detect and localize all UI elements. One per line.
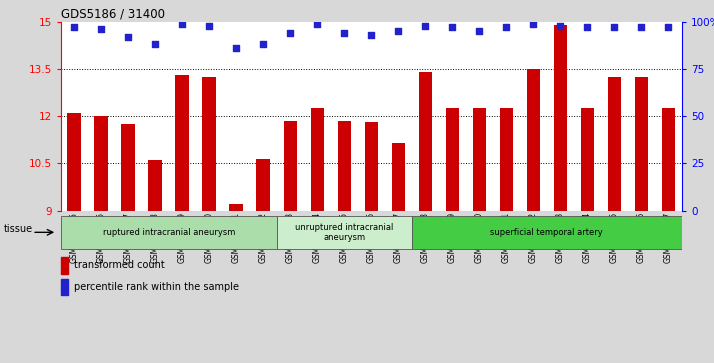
Bar xyxy=(580,108,594,211)
Bar xyxy=(67,113,81,211)
Bar xyxy=(338,121,351,211)
Bar xyxy=(608,77,621,211)
Bar xyxy=(277,216,412,249)
Point xyxy=(149,41,161,47)
Bar xyxy=(500,108,513,211)
Point xyxy=(635,25,647,30)
Bar xyxy=(418,72,432,211)
Text: GDS5186 / 31400: GDS5186 / 31400 xyxy=(61,8,165,21)
Bar xyxy=(61,216,277,249)
Bar xyxy=(283,121,297,211)
Bar xyxy=(256,159,270,211)
Point xyxy=(366,32,377,38)
Bar xyxy=(121,124,135,211)
Point xyxy=(176,21,188,26)
Point xyxy=(420,23,431,28)
Bar xyxy=(391,143,405,211)
Bar xyxy=(635,77,648,211)
Point xyxy=(258,41,269,47)
Point xyxy=(393,28,404,34)
Bar xyxy=(229,204,243,211)
Point xyxy=(608,25,620,30)
Bar xyxy=(365,122,378,211)
Bar xyxy=(446,108,459,211)
Text: unruptured intracranial
aneurysm: unruptured intracranial aneurysm xyxy=(295,223,393,242)
Point xyxy=(311,21,323,26)
Bar xyxy=(61,279,68,295)
Text: tissue: tissue xyxy=(4,224,33,234)
Bar xyxy=(473,108,486,211)
Point xyxy=(69,25,80,30)
Text: percentile rank within the sample: percentile rank within the sample xyxy=(74,282,239,292)
Point xyxy=(231,45,242,51)
Point xyxy=(96,26,107,32)
Point xyxy=(555,23,566,28)
Bar xyxy=(311,108,324,211)
Bar xyxy=(203,77,216,211)
Bar xyxy=(662,108,675,211)
Bar xyxy=(526,69,540,211)
Point xyxy=(501,25,512,30)
Point xyxy=(338,30,350,36)
Text: superficial temporal artery: superficial temporal artery xyxy=(491,228,603,237)
Point xyxy=(582,25,593,30)
Text: transformed count: transformed count xyxy=(74,260,165,270)
Point xyxy=(285,30,296,36)
Bar xyxy=(94,116,108,211)
Point xyxy=(446,25,458,30)
Bar xyxy=(61,257,68,274)
Point xyxy=(123,34,134,40)
Point xyxy=(473,28,485,34)
Point xyxy=(203,23,215,28)
Bar xyxy=(553,25,567,211)
Point xyxy=(528,21,539,26)
Text: ruptured intracranial aneurysm: ruptured intracranial aneurysm xyxy=(103,228,235,237)
Bar xyxy=(176,75,189,211)
Point xyxy=(663,25,674,30)
Bar xyxy=(149,160,162,211)
Bar xyxy=(412,216,682,249)
